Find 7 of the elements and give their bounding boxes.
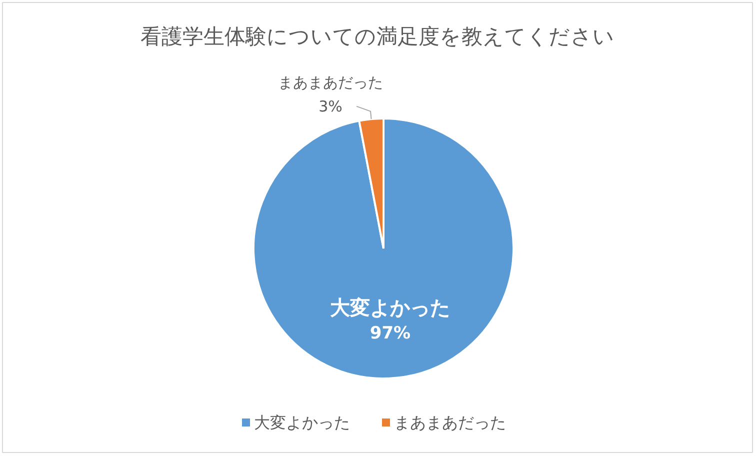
data-label: 3% xyxy=(318,97,342,116)
legend-label: 大変よかった xyxy=(254,413,350,432)
legend-label: まあまあだった xyxy=(394,413,506,432)
slice-label: 大変よかった xyxy=(330,296,450,320)
slice-label: まあまあだった xyxy=(278,73,384,92)
data-label: 97% xyxy=(370,324,411,344)
chart-title: 看護学生体験についての満足度を教えてください xyxy=(140,24,614,48)
